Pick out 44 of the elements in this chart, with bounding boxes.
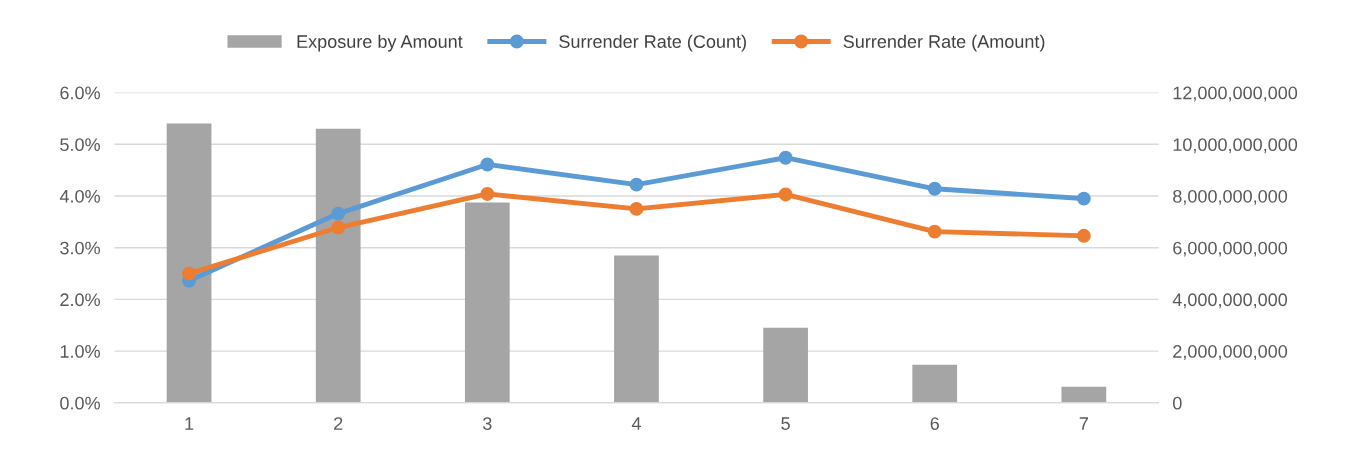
x-tick-label: 7: [1079, 417, 1088, 430]
x-tick-label: 4: [631, 417, 641, 430]
y2-tick-label: 0: [1173, 396, 1182, 410]
y-tick-label: 6.0%: [60, 86, 100, 100]
point: [1076, 228, 1091, 243]
point: [927, 224, 942, 239]
y-tick-label: 1.0%: [60, 345, 100, 358]
y-tick-label: 0.0%: [60, 396, 100, 410]
bar: [315, 128, 361, 403]
legend-label: Surrender Rate (Count): [559, 34, 746, 52]
point: [331, 220, 346, 235]
x-tick-label: 6: [930, 417, 939, 430]
y-tick-label: 2.0%: [60, 293, 100, 307]
point: [182, 266, 197, 281]
y2-tick-label: 4,000,000,000: [1172, 293, 1288, 309]
point: [629, 177, 644, 192]
y2-tick-label: 6,000,000,000: [1173, 241, 1288, 257]
y2-tick-label: 10,000,000,000: [1173, 138, 1298, 154]
point: [778, 150, 793, 165]
y2-tick-label: 12,000,000,000: [1173, 86, 1298, 102]
bar: [614, 255, 659, 403]
bar: [166, 123, 212, 403]
y2-tick-label: 8,000,000,000: [1173, 189, 1288, 205]
x-tick-label: 3: [482, 417, 492, 430]
point: [778, 187, 793, 202]
y-tick-label: 3.0%: [60, 241, 100, 255]
y2-tick-label: 2,000,000,000: [1173, 345, 1288, 360]
x-tick-label: 5: [781, 417, 790, 430]
bar: [912, 364, 958, 403]
x-tick-label: 1: [185, 417, 194, 430]
point: [629, 201, 644, 216]
legend-label: Exposure by Amount: [297, 34, 463, 52]
bar: [763, 327, 808, 403]
y-tick-label: 5.0%: [60, 138, 100, 152]
point: [480, 186, 495, 201]
legend-label: Surrender Rate (Amount): [843, 34, 1045, 52]
point: [480, 157, 495, 172]
point: [331, 206, 346, 221]
y-tick-label: 4.0%: [59, 189, 100, 203]
bar: [1061, 386, 1107, 403]
point: [1076, 191, 1091, 206]
x-tick-label: 2: [334, 417, 343, 430]
point: [927, 181, 942, 196]
bar: [464, 202, 510, 403]
